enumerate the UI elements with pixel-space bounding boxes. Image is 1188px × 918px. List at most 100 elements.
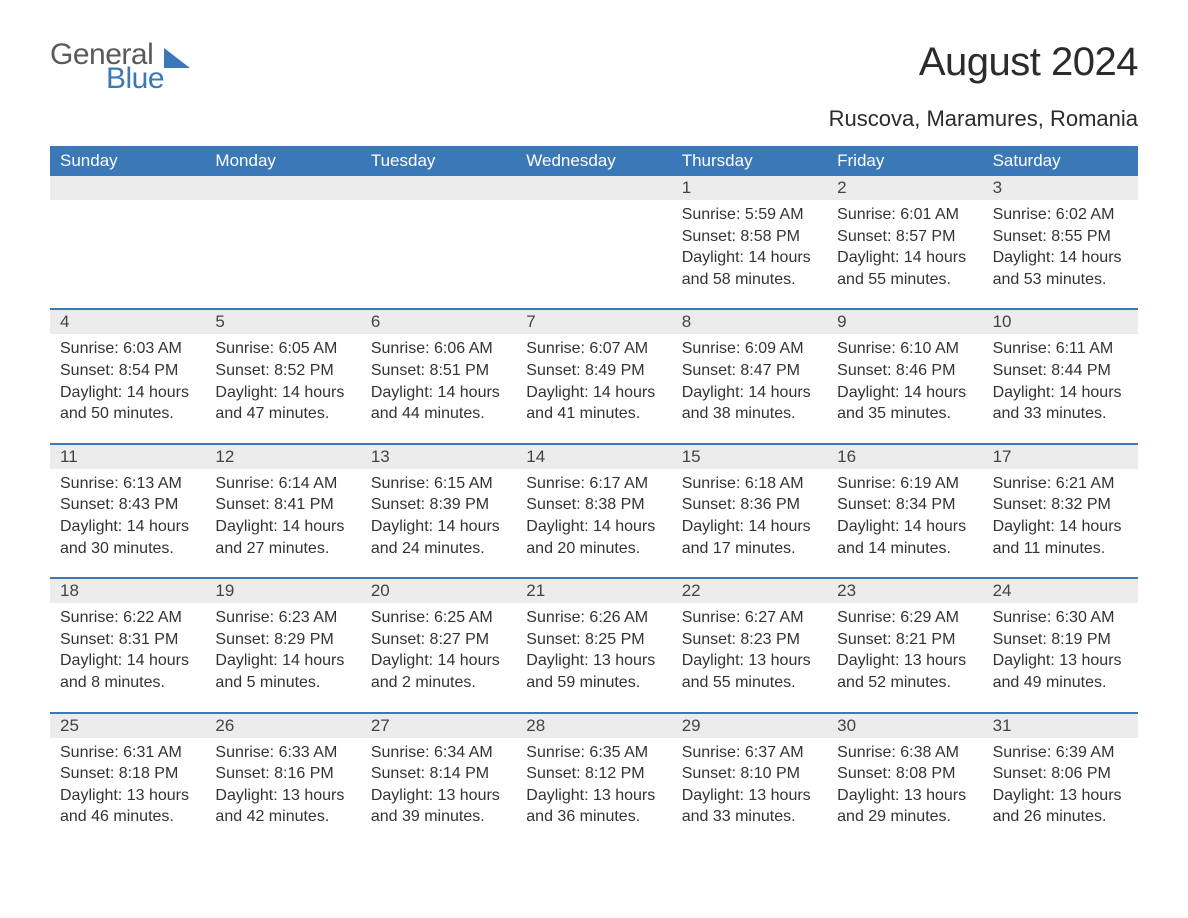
empty-day-cell bbox=[361, 176, 516, 308]
day-detail-line: Daylight: 13 hours bbox=[526, 785, 661, 807]
day-number: 31 bbox=[983, 712, 1138, 738]
day-cell: 8Sunrise: 6:09 AMSunset: 8:47 PMDaylight… bbox=[672, 308, 827, 442]
day-number: 2 bbox=[827, 176, 982, 200]
day-detail-line: Sunset: 8:25 PM bbox=[526, 629, 661, 651]
day-detail-line: Sunrise: 6:27 AM bbox=[682, 607, 817, 629]
day-detail-line: Daylight: 14 hours bbox=[993, 516, 1128, 538]
day-detail-line: Daylight: 14 hours bbox=[60, 382, 195, 404]
day-detail-line: Sunset: 8:54 PM bbox=[60, 360, 195, 382]
day-detail-line: Daylight: 13 hours bbox=[682, 785, 817, 807]
day-detail-line: and 41 minutes. bbox=[526, 403, 661, 425]
day-number: 16 bbox=[827, 443, 982, 469]
day-detail-line: Daylight: 14 hours bbox=[837, 247, 972, 269]
day-cell: 13Sunrise: 6:15 AMSunset: 8:39 PMDayligh… bbox=[361, 443, 516, 577]
day-detail-line: and 24 minutes. bbox=[371, 538, 506, 560]
day-detail-line: and 46 minutes. bbox=[60, 806, 195, 828]
day-cell: 4Sunrise: 6:03 AMSunset: 8:54 PMDaylight… bbox=[50, 308, 205, 442]
day-detail-line: Sunset: 8:44 PM bbox=[993, 360, 1128, 382]
day-cell: 10Sunrise: 6:11 AMSunset: 8:44 PMDayligh… bbox=[983, 308, 1138, 442]
day-cell: 7Sunrise: 6:07 AMSunset: 8:49 PMDaylight… bbox=[516, 308, 671, 442]
day-detail-line: Daylight: 13 hours bbox=[682, 650, 817, 672]
logo-blue: Blue bbox=[106, 64, 164, 94]
day-detail-line: Sunrise: 6:13 AM bbox=[60, 473, 195, 495]
day-detail-line: Sunset: 8:38 PM bbox=[526, 494, 661, 516]
day-number: 11 bbox=[50, 443, 205, 469]
day-details: Sunrise: 6:13 AMSunset: 8:43 PMDaylight:… bbox=[50, 469, 205, 559]
day-cell: 16Sunrise: 6:19 AMSunset: 8:34 PMDayligh… bbox=[827, 443, 982, 577]
day-cell: 3Sunrise: 6:02 AMSunset: 8:55 PMDaylight… bbox=[983, 176, 1138, 308]
day-detail-line: Sunset: 8:47 PM bbox=[682, 360, 817, 382]
day-details: Sunrise: 6:09 AMSunset: 8:47 PMDaylight:… bbox=[672, 334, 827, 424]
day-detail-line: and 36 minutes. bbox=[526, 806, 661, 828]
day-details: Sunrise: 6:03 AMSunset: 8:54 PMDaylight:… bbox=[50, 334, 205, 424]
day-detail-line: Sunrise: 5:59 AM bbox=[682, 204, 817, 226]
day-number: 21 bbox=[516, 577, 671, 603]
day-detail-line: Daylight: 14 hours bbox=[682, 247, 817, 269]
day-detail-line: Daylight: 14 hours bbox=[371, 382, 506, 404]
day-number: 25 bbox=[50, 712, 205, 738]
day-detail-line: Sunset: 8:36 PM bbox=[682, 494, 817, 516]
day-detail-line: and 27 minutes. bbox=[215, 538, 350, 560]
day-detail-line: Daylight: 13 hours bbox=[526, 650, 661, 672]
day-cell: 14Sunrise: 6:17 AMSunset: 8:38 PMDayligh… bbox=[516, 443, 671, 577]
day-details: Sunrise: 6:06 AMSunset: 8:51 PMDaylight:… bbox=[361, 334, 516, 424]
day-number: 22 bbox=[672, 577, 827, 603]
dow-header: Monday bbox=[205, 146, 360, 176]
day-detail-line: and 52 minutes. bbox=[837, 672, 972, 694]
day-detail-line: Sunrise: 6:15 AM bbox=[371, 473, 506, 495]
dow-header: Friday bbox=[827, 146, 982, 176]
day-detail-line: and 33 minutes. bbox=[993, 403, 1128, 425]
dow-header: Tuesday bbox=[361, 146, 516, 176]
day-detail-line: Sunset: 8:31 PM bbox=[60, 629, 195, 651]
day-cell: 1Sunrise: 5:59 AMSunset: 8:58 PMDaylight… bbox=[672, 176, 827, 308]
day-number: 1 bbox=[672, 176, 827, 200]
day-detail-line: Sunrise: 6:30 AM bbox=[993, 607, 1128, 629]
day-detail-line: and 59 minutes. bbox=[526, 672, 661, 694]
calendar-grid: SundayMondayTuesdayWednesdayThursdayFrid… bbox=[50, 146, 1138, 846]
day-detail-line: and 55 minutes. bbox=[837, 269, 972, 291]
day-detail-line: and 2 minutes. bbox=[371, 672, 506, 694]
day-cell: 21 Sunrise: 6:26 AMSunset: 8:25 PMDayligh… bbox=[516, 577, 671, 711]
day-detail-line: and 20 minutes. bbox=[526, 538, 661, 560]
day-detail-line: Sunset: 8:12 PM bbox=[526, 763, 661, 785]
day-detail-line: Sunset: 8:19 PM bbox=[993, 629, 1128, 651]
day-details: Sunrise: 5:59 AMSunset: 8:58 PMDaylight:… bbox=[672, 200, 827, 290]
day-details: Sunrise: 6:31 AMSunset: 8:18 PMDaylight:… bbox=[50, 738, 205, 828]
day-detail-line: Sunset: 8:18 PM bbox=[60, 763, 195, 785]
day-details: Sunrise: 6:22 AMSunset: 8:31 PMDaylight:… bbox=[50, 603, 205, 693]
day-detail-line: Daylight: 14 hours bbox=[60, 650, 195, 672]
day-detail-line: Sunrise: 6:05 AM bbox=[215, 338, 350, 360]
day-number: 7 bbox=[516, 308, 671, 334]
day-details: Sunrise: 6:29 AMSunset: 8:21 PMDaylight:… bbox=[827, 603, 982, 693]
dow-header: Saturday bbox=[983, 146, 1138, 176]
day-number: 8 bbox=[672, 308, 827, 334]
day-detail-line: Sunrise: 6:26 AM bbox=[526, 607, 661, 629]
day-number: 4 bbox=[50, 308, 205, 334]
logo: General Blue bbox=[50, 40, 198, 94]
day-detail-line: Sunrise: 6:03 AM bbox=[60, 338, 195, 360]
day-detail-line: Sunrise: 6:37 AM bbox=[682, 742, 817, 764]
day-detail-line: Sunset: 8:41 PM bbox=[215, 494, 350, 516]
day-details: Sunrise: 6:10 AMSunset: 8:46 PMDaylight:… bbox=[827, 334, 982, 424]
day-detail-line: and 38 minutes. bbox=[682, 403, 817, 425]
day-cell: 9Sunrise: 6:10 AMSunset: 8:46 PMDaylight… bbox=[827, 308, 982, 442]
day-detail-line: and 42 minutes. bbox=[215, 806, 350, 828]
day-detail-line: and 53 minutes. bbox=[993, 269, 1128, 291]
day-details: Sunrise: 6:07 AMSunset: 8:49 PMDaylight:… bbox=[516, 334, 671, 424]
day-detail-line: Sunset: 8:46 PM bbox=[837, 360, 972, 382]
day-detail-line: Sunrise: 6:14 AM bbox=[215, 473, 350, 495]
day-detail-line: Daylight: 14 hours bbox=[993, 382, 1128, 404]
day-detail-line: Daylight: 14 hours bbox=[215, 382, 350, 404]
day-detail-line: and 58 minutes. bbox=[682, 269, 817, 291]
dow-header: Thursday bbox=[672, 146, 827, 176]
day-number: 26 bbox=[205, 712, 360, 738]
day-detail-line: Sunrise: 6:25 AM bbox=[371, 607, 506, 629]
day-details: Sunrise: 6:39 AMSunset: 8:06 PMDaylight:… bbox=[983, 738, 1138, 828]
day-details: Sunrise: 6:33 AMSunset: 8:16 PMDaylight:… bbox=[205, 738, 360, 828]
day-detail-line: Sunset: 8:55 PM bbox=[993, 226, 1128, 248]
day-details: Sunrise: 6:34 AMSunset: 8:14 PMDaylight:… bbox=[361, 738, 516, 828]
day-detail-line: Sunset: 8:08 PM bbox=[837, 763, 972, 785]
day-details: Sunrise: 6:27 AMSunset: 8:23 PMDaylight:… bbox=[672, 603, 827, 693]
day-details: Sunrise: 6:37 AMSunset: 8:10 PMDaylight:… bbox=[672, 738, 827, 828]
day-cell: 30Sunrise: 6:38 AMSunset: 8:08 PMDayligh… bbox=[827, 712, 982, 846]
